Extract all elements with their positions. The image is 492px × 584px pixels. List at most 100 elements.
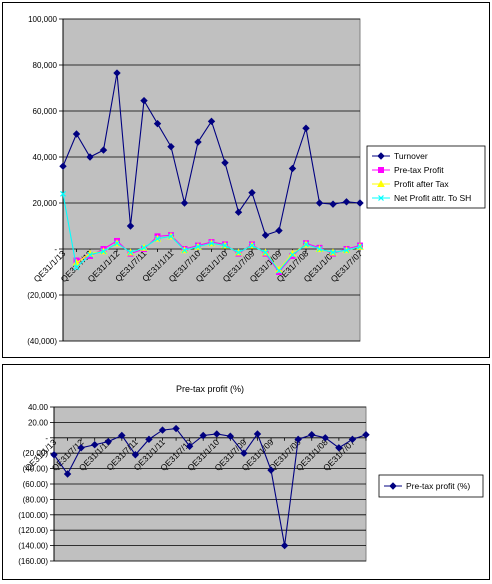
series-0-point-8: [167, 142, 175, 151]
legend-label-0: Pre-tax profit (%): [406, 481, 470, 491]
series-0-point-0: [50, 451, 58, 459]
series-3-point-3: [100, 248, 107, 255]
series-0-point-22: [348, 435, 357, 444]
chart-title: Pre-tax profit (%): [176, 384, 244, 394]
series-0-point-13: [234, 208, 243, 216]
legend-marker-0: [389, 482, 397, 490]
y-tick-label-4: 20,000: [33, 199, 58, 208]
series-0-point-14: [240, 449, 248, 457]
plot-area: [62, 18, 361, 342]
series-0-point-11: [199, 431, 207, 440]
bottom-chart-panel: Pre-tax profit (%) 40.00 20.00 - (20.00) (40.…: [2, 364, 490, 580]
legend-label-3: Net Profit attr. To SH: [394, 193, 471, 203]
y-tick-label-5: -: [54, 245, 57, 254]
y-tick-label-2: 60,000: [33, 107, 58, 116]
series-0-point-3: [90, 441, 99, 449]
y-tick-label-6: (20,000): [27, 291, 57, 300]
y-tick-label-7: (40,000): [27, 337, 57, 346]
series-0-point-14: [248, 188, 256, 197]
series-3-point-7: [154, 235, 161, 242]
series-0-point-2: [77, 444, 85, 452]
series-3-point-0: [60, 190, 66, 197]
series-3-point-22: [357, 243, 363, 250]
series-3-point-8: [168, 233, 174, 240]
legend-box: [378, 474, 484, 498]
series-0-point-3: [99, 146, 108, 154]
series-3-point-16: [276, 267, 282, 274]
series-0-point-17: [288, 164, 297, 173]
series-0-point-21: [335, 444, 343, 452]
legend-label-0: Turnover: [394, 151, 428, 161]
y-tick-label-1: 20.00: [28, 418, 49, 427]
top-chart: 100,000 80,000 60,000 40,000 20,000 - (20,000)…: [27, 15, 486, 346]
series-3-point-2: [87, 251, 93, 258]
series-3-point-9: [181, 247, 188, 254]
y-tick-label-6: (80.00): [23, 495, 49, 504]
series-0-point-6: [140, 96, 148, 105]
series-0-point-23: [362, 431, 370, 439]
y-tick-label-5: (60.00): [23, 480, 49, 489]
series-0-point-22: [356, 199, 364, 207]
series-0-point-15: [261, 231, 270, 239]
series-0-point-7: [153, 119, 162, 128]
series-3-point-15: [262, 249, 269, 256]
y-tick-label-7: (100.00): [18, 511, 48, 520]
top-chart-panel: 100,000 80,000 60,000 40,000 20,000 - (20,000)…: [2, 2, 490, 358]
series-0-point-12: [213, 430, 221, 438]
series-3-point-4: [114, 240, 120, 247]
series-0-point-13: [226, 432, 235, 440]
series-0-point-19: [315, 199, 324, 207]
series-0-point-17: [280, 541, 289, 550]
series-3-point-11: [208, 240, 215, 247]
y-tick-label-0: 100,000: [28, 15, 57, 24]
series-3-point-19: [316, 246, 323, 252]
series-3-point-6: [141, 244, 147, 251]
series-3-point-13: [235, 249, 242, 256]
series-0-point-12: [221, 159, 229, 167]
series-3-point-12: [222, 242, 228, 249]
series-3-point-17: [289, 251, 296, 258]
series-3-point-1: [73, 264, 80, 271]
series-3-point-14: [249, 242, 255, 249]
legend-marker-1: [378, 167, 384, 173]
series-0-point-18: [302, 124, 310, 132]
series-0-point-10: [185, 442, 194, 450]
series-0-point-0: [59, 162, 67, 170]
bottom-chart: Pre-tax profit (%) 40.00 20.00 - (20.00) (40.…: [18, 384, 484, 566]
legend-marker-0: [377, 152, 385, 160]
series-0-point-7: [145, 435, 153, 444]
series-0-point-15: [253, 430, 262, 438]
series-0-point-9: [180, 199, 189, 207]
series-0-point-10: [194, 138, 202, 146]
series-0-point-20: [329, 200, 337, 208]
y-tick-label-2: -: [45, 434, 48, 443]
series-3-point-20: [330, 249, 336, 256]
series-0-point-6: [131, 451, 140, 459]
series-0-point-21: [342, 198, 351, 206]
series-0-point-9: [172, 424, 180, 433]
series-0-point-11: [207, 117, 216, 126]
series-3-point-21: [343, 247, 350, 254]
legend-label-2: Profit after Tax: [394, 179, 449, 189]
series-3-point-5: [127, 249, 134, 256]
y-tick-label-4: (40.00): [23, 465, 49, 474]
series-0-point-16: [275, 226, 283, 235]
y-tick-label-0: 40.00: [28, 403, 49, 412]
series-0-point-2: [86, 153, 94, 161]
y-tick-label-8: (120.00): [18, 526, 48, 535]
legend: Turnover Pre-tax Profit Profit after Tax Ne…: [366, 145, 486, 209]
series-0-point-1: [63, 470, 72, 478]
series-0-point-19: [308, 431, 316, 439]
series-0-point-5: [118, 431, 126, 440]
y-tick-label-1: 80,000: [33, 61, 58, 70]
y-tick-label-9: (140.00): [18, 542, 48, 551]
legend-label-1: Pre-tax Profit: [394, 165, 444, 175]
y-tick-label-3: (20.00): [23, 449, 49, 458]
series-3-point-18: [303, 241, 309, 248]
legend: Pre-tax profit (%): [378, 474, 484, 498]
legend-marker-2: [377, 179, 385, 187]
series-0-point-8: [158, 426, 167, 434]
series-0-point-4: [104, 437, 112, 446]
y-tick-label-3: 40,000: [33, 153, 58, 162]
series-0-point-16: [267, 466, 275, 474]
